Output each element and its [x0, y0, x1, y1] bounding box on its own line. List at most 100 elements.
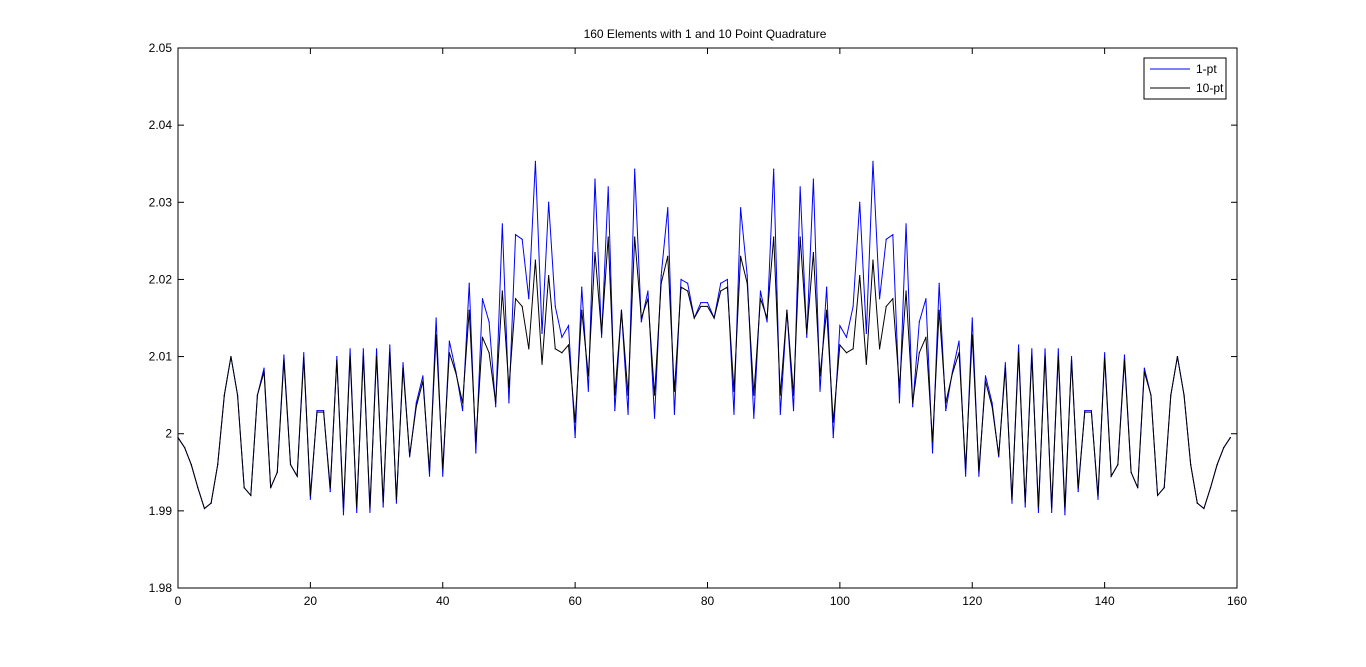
data-point [369, 511, 371, 513]
data-point [812, 251, 815, 254]
data-point [819, 375, 821, 377]
data-point [1011, 498, 1013, 500]
data-point [759, 290, 762, 292]
data-point [528, 348, 530, 350]
data-point [554, 348, 556, 350]
data-point [488, 352, 490, 354]
data-point [951, 372, 953, 375]
data-point [687, 282, 689, 284]
data-point [1037, 506, 1040, 508]
data-point [329, 490, 331, 493]
data-point [1004, 362, 1006, 364]
data-point [382, 506, 384, 508]
data-point [607, 186, 609, 188]
data-point [746, 274, 748, 277]
data-point [1137, 487, 1139, 489]
data-point [256, 394, 259, 396]
data-point [1143, 367, 1145, 369]
chart-title: 160 Elements with 1 and 10 Point Quadrat… [584, 27, 827, 41]
data-point [1064, 514, 1066, 516]
data-point [389, 352, 391, 354]
data-point [1097, 498, 1099, 500]
data-point [832, 421, 834, 423]
data-point [991, 406, 993, 408]
data-point [409, 454, 411, 456]
data-point [190, 463, 192, 466]
data-point [236, 394, 239, 396]
data-point [501, 290, 503, 292]
data-point [594, 178, 596, 180]
data-point [177, 436, 179, 439]
data-point [362, 355, 364, 358]
data-point [706, 301, 709, 304]
data-point [720, 290, 722, 292]
data-point [462, 409, 464, 412]
data-point [309, 494, 311, 497]
data-point [726, 286, 728, 288]
data-point [739, 255, 742, 257]
x-tick-label: 100 [830, 594, 850, 608]
data-point [931, 440, 934, 443]
data-point [402, 362, 404, 364]
data-point [614, 409, 616, 412]
data-point [739, 207, 742, 209]
data-point [250, 494, 252, 497]
data-point [289, 463, 292, 466]
data-point [1057, 355, 1059, 358]
data-point [1117, 463, 1119, 466]
data-point [839, 344, 841, 346]
x-tick-label: 20 [304, 594, 318, 608]
data-point [1011, 502, 1013, 504]
data-point [210, 502, 212, 504]
data-point [634, 236, 636, 238]
x-tick-label: 60 [568, 594, 582, 608]
data-point [223, 394, 225, 396]
data-point [859, 274, 861, 277]
y-tick-label: 2.02 [149, 272, 173, 286]
data-point [792, 409, 795, 412]
data-point [898, 402, 901, 404]
data-point [1183, 394, 1185, 396]
data-point [878, 348, 881, 350]
data-point [687, 290, 689, 292]
data-point [640, 317, 642, 319]
data-point [753, 417, 755, 419]
data-point [660, 282, 662, 284]
data-point [799, 236, 801, 238]
data-point [733, 390, 735, 392]
data-point [892, 298, 894, 300]
data-point [872, 160, 874, 162]
data-point [998, 454, 1000, 456]
data-point [1216, 463, 1218, 466]
data-point [720, 282, 722, 284]
x-tick-label: 120 [962, 594, 982, 608]
data-point [217, 463, 219, 466]
data-point [898, 386, 901, 389]
y-tick-label: 1.99 [149, 504, 173, 518]
data-point [634, 168, 636, 170]
data-point [1170, 394, 1172, 396]
data-point [931, 452, 934, 454]
data-point [845, 352, 848, 354]
data-point [342, 506, 345, 508]
data-point [1123, 354, 1126, 356]
data-point [501, 223, 503, 225]
data-point [786, 309, 788, 311]
data-point [832, 436, 834, 439]
data-point [349, 348, 351, 350]
data-point [766, 317, 768, 319]
data-point [938, 309, 940, 311]
data-point [567, 325, 570, 327]
data-point [726, 278, 728, 281]
x-tick-label: 80 [701, 594, 715, 608]
data-point [845, 336, 848, 338]
data-point [356, 506, 358, 508]
data-point [958, 352, 960, 354]
axes-box [177, 47, 1238, 589]
data-point [753, 394, 755, 396]
data-point [806, 332, 808, 335]
data-point [514, 298, 517, 300]
data-point [415, 406, 417, 408]
data-point [395, 502, 398, 504]
